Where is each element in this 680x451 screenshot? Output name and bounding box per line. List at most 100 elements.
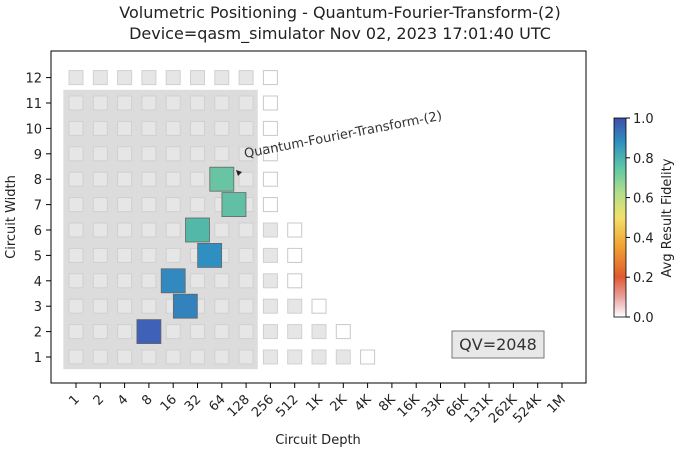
empty-cell [262, 95, 278, 111]
background-cell [190, 324, 205, 340]
background-cell [68, 171, 84, 187]
empty-cell [262, 120, 278, 136]
background-cell [238, 146, 254, 162]
background-cell [311, 349, 327, 365]
data-cell [160, 268, 186, 294]
x-tick-label: 2K [328, 392, 351, 415]
background-cell [311, 324, 327, 340]
background-cells [68, 70, 376, 365]
background-cell [262, 324, 278, 340]
background-cell [141, 349, 157, 365]
background-cell [92, 349, 108, 365]
background-cell [190, 197, 205, 213]
data-cell [185, 217, 210, 243]
background-cell [190, 171, 205, 187]
qv-box: QV=2048 [451, 330, 545, 359]
background-cell [165, 197, 181, 213]
y-tick-label: 5 [34, 249, 42, 264]
background-cell [117, 324, 133, 340]
colorbar: 0.0 0.2 0.4 0.6 0.8 1.0 Avg Result Fidelity [613, 112, 675, 326]
background-cell [141, 171, 157, 187]
colorbar-label: Avg Result Fidelity [660, 158, 675, 277]
y-tick-label: 1 [34, 351, 42, 366]
empty-cell [287, 247, 303, 263]
background-cell [238, 70, 254, 86]
background-cell [141, 298, 157, 314]
background-cell [165, 324, 181, 340]
background-cell [190, 349, 205, 365]
qv-label: QV=2048 [459, 335, 537, 354]
background-cell [165, 95, 181, 111]
background-cell [117, 349, 133, 365]
empty-cell [262, 197, 278, 213]
background-cell [287, 349, 303, 365]
background-cell [238, 171, 254, 187]
y-tick-label: 10 [25, 122, 42, 137]
background-cell [190, 273, 205, 289]
background-cell [287, 324, 303, 340]
background-cell [262, 222, 278, 238]
x-tick-label: 1K [303, 392, 326, 415]
colorbar-tick-label: 0.0 [633, 311, 654, 326]
colorbar-gradient [613, 117, 627, 318]
background-cell [165, 146, 181, 162]
background-cell [214, 273, 230, 289]
background-cell [92, 273, 108, 289]
background-cell [117, 171, 133, 187]
background-cell [68, 324, 84, 340]
x-tick-label: 2 [91, 392, 107, 408]
background-cell [92, 95, 108, 111]
chart-subtitle: Device=qasm_simulator Nov 02, 2023 17:01… [129, 24, 551, 44]
x-tick-label: 1 [66, 392, 82, 408]
y-tick-label: 7 [34, 199, 42, 214]
background-cell [287, 298, 303, 314]
background-cell [117, 120, 133, 136]
background-cell [214, 120, 230, 136]
background-cell [117, 146, 133, 162]
y-tick-label: 12 [25, 72, 42, 87]
background-cell [92, 247, 108, 263]
background-cell [92, 120, 108, 136]
y-tick-label: 6 [34, 224, 42, 239]
colorbar-tick-label: 0.6 [633, 192, 654, 207]
background-cell [141, 222, 157, 238]
background-cell [68, 95, 84, 111]
background-cell [262, 298, 278, 314]
background-cell [165, 222, 181, 238]
qv-box-frame [451, 330, 545, 359]
background-cell [238, 120, 254, 136]
background-cell [117, 95, 133, 111]
empty-cell [360, 349, 376, 365]
y-tick-label: 3 [34, 300, 42, 315]
background-cell [165, 171, 181, 187]
background-cell [190, 146, 205, 162]
data-cell [172, 293, 198, 319]
background-cell [117, 197, 133, 213]
y-tick-label: 2 [34, 326, 42, 341]
plot-area: Quantum-Fourier-Transform-(2) QV=2048 [50, 50, 587, 384]
background-cell [68, 298, 84, 314]
background-cell [214, 70, 230, 86]
background-cell [238, 95, 254, 111]
empty-cell [262, 171, 278, 187]
background-cell [68, 70, 84, 86]
colorbar-ticks: 0.0 0.2 0.4 0.6 0.8 1.0 [626, 112, 654, 326]
background-cell [141, 95, 157, 111]
background-cell [214, 146, 230, 162]
empty-cell [287, 273, 303, 289]
background-cell [68, 247, 84, 263]
background-cell [141, 247, 157, 263]
x-tick-label: 4K [352, 392, 375, 415]
y-tick-label: 11 [25, 97, 42, 112]
background-cell [117, 298, 133, 314]
annotation-arrow [236, 170, 242, 176]
background-cell [262, 247, 278, 263]
empty-cell [262, 70, 278, 86]
background-cell [92, 324, 108, 340]
background-cell [117, 222, 133, 238]
background-cell [117, 273, 133, 289]
x-tick-label: 8 [139, 392, 155, 408]
background-cell [92, 70, 108, 86]
background-cell [92, 146, 108, 162]
